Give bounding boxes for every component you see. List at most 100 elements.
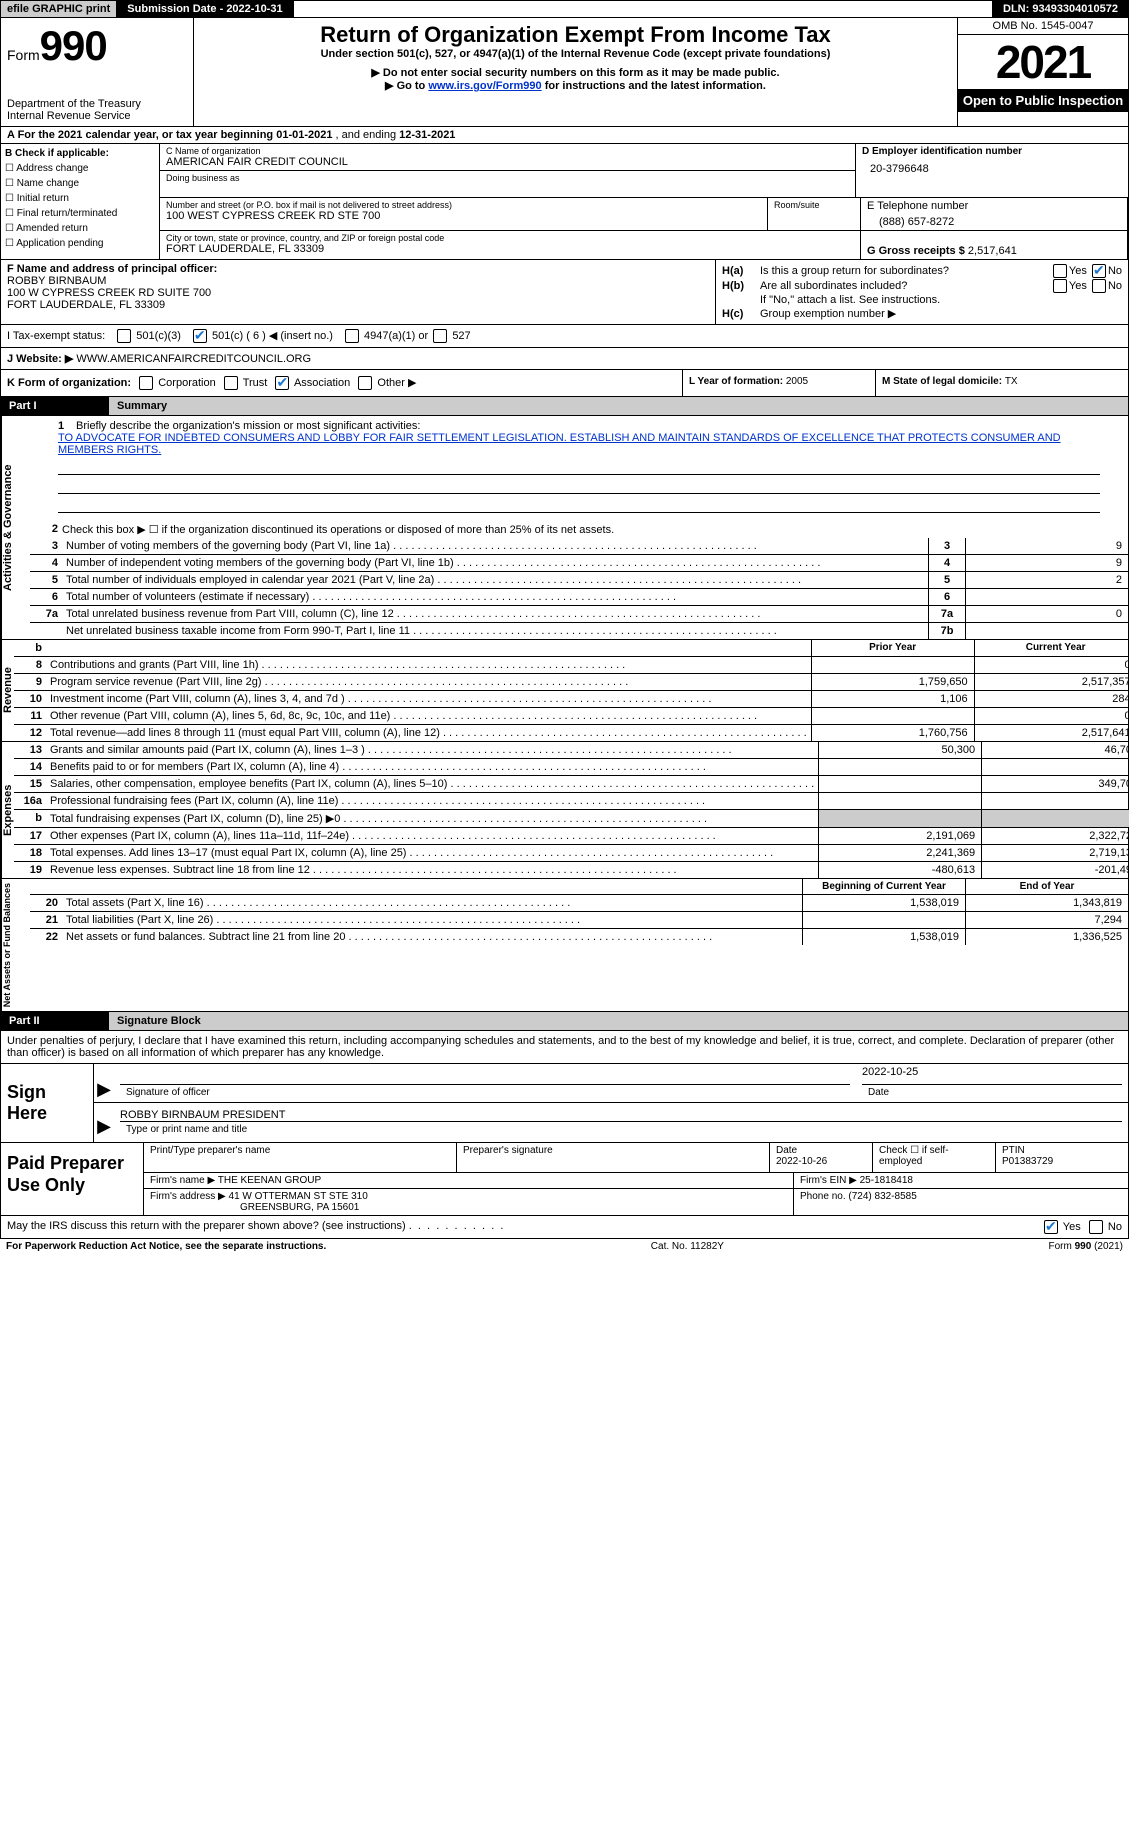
discuss-yes[interactable]	[1044, 1220, 1058, 1234]
dba-label: Doing business as	[166, 173, 849, 183]
officer-signed-name: ROBBY BIRNBAUM PRESIDENT	[120, 1105, 1122, 1122]
year-formation: 2005	[786, 376, 808, 387]
summary-line: bTotal fundraising expenses (Part IX, co…	[14, 810, 1129, 828]
prep-sig-label: Preparer's signature	[463, 1145, 763, 1156]
part1-header: Part I Summary	[0, 397, 1129, 416]
ein-label: D Employer identification number	[862, 146, 1122, 157]
summary-line: 13Grants and similar amounts paid (Part …	[14, 742, 1129, 759]
firm-ein: 25-1818418	[860, 1175, 913, 1186]
chk-assoc[interactable]	[275, 376, 289, 390]
chk-final-return[interactable]: ☐ Final return/terminated	[5, 206, 155, 221]
hb-no[interactable]	[1092, 279, 1106, 293]
summary-line: 4Number of independent voting members of…	[30, 555, 1128, 572]
summary-line: 16aProfessional fundraising fees (Part I…	[14, 793, 1129, 810]
officer-addr2: FORT LAUDERDALE, FL 33309	[7, 299, 709, 311]
hc-text: Group exemption number ▶	[760, 307, 1122, 320]
irs-label: Internal Revenue Service	[7, 110, 187, 122]
line2-checkbox: 2 Check this box ▶ ☐ if the organization…	[30, 517, 1128, 538]
row-discuss: May the IRS discuss this return with the…	[0, 1216, 1129, 1239]
officer-label: F Name and address of principal officer:	[7, 263, 709, 275]
chk-501c[interactable]	[193, 329, 207, 343]
summary-line: 21Total liabilities (Part X, line 26)7,2…	[30, 912, 1128, 929]
summary-line: 6Total number of volunteers (estimate if…	[30, 589, 1128, 606]
hb-yes[interactable]	[1053, 279, 1067, 293]
tab-revenue: Revenue	[1, 640, 14, 741]
tab-expenses: Expenses	[1, 742, 14, 878]
form-title: Return of Organization Exempt From Incom…	[200, 22, 951, 48]
discuss-no[interactable]	[1089, 1220, 1103, 1234]
chk-4947[interactable]	[345, 329, 359, 343]
summary-line: 17Other expenses (Part IX, column (A), l…	[14, 828, 1129, 845]
summary-line: 18Total expenses. Add lines 13–17 (must …	[14, 845, 1129, 862]
form-number: Form990	[7, 22, 187, 70]
chk-other[interactable]	[358, 376, 372, 390]
tab-netassets: Net Assets or Fund Balances	[1, 879, 30, 1011]
gross-receipts-value: 2,517,641	[968, 245, 1017, 257]
sig-officer-label: Signature of officer	[120, 1085, 850, 1100]
summary-line: 15Salaries, other compensation, employee…	[14, 776, 1129, 793]
dln: DLN: 93493304010572	[992, 1, 1128, 17]
prep-self-employed[interactable]: Check ☐ if self-employed	[873, 1143, 996, 1172]
summary-line: 10Investment income (Part VIII, column (…	[14, 691, 1129, 708]
mission-text[interactable]: TO ADVOCATE FOR INDEBTED CONSUMERS AND L…	[58, 432, 1061, 456]
open-to-public: Open to Public Inspection	[958, 90, 1128, 112]
firm-phone: (724) 832-8585	[848, 1191, 916, 1202]
chk-trust[interactable]	[224, 376, 238, 390]
summary-line: 11Other revenue (Part VIII, column (A), …	[14, 708, 1129, 725]
chk-527[interactable]	[433, 329, 447, 343]
irs-link[interactable]: www.irs.gov/Form990	[428, 80, 541, 92]
mission-block: 1Briefly describe the organization's mis…	[30, 416, 1128, 517]
sign-date: 2022-10-25	[862, 1066, 1122, 1085]
chk-application-pending[interactable]: ☐ Application pending	[5, 236, 155, 251]
note-ssn: ▶ Do not enter social security numbers o…	[200, 66, 951, 79]
chk-name-change[interactable]: ☐ Name change	[5, 176, 155, 191]
section-b-checkboxes: B Check if applicable: ☐ Address change …	[1, 144, 160, 259]
summary-line: 19Revenue less expenses. Subtract line 1…	[14, 862, 1129, 878]
hb-text: Are all subordinates included?	[760, 280, 1051, 292]
tab-activities: Activities & Governance	[1, 416, 30, 639]
sig-name-label: Type or print name and title	[120, 1122, 1122, 1137]
prep-date: 2022-10-26	[776, 1156, 827, 1167]
page-footer: For Paperwork Reduction Act Notice, see …	[0, 1239, 1129, 1254]
room-label: Room/suite	[774, 200, 854, 210]
summary-line: 3Number of voting members of the governi…	[30, 538, 1128, 555]
sig-date-label: Date	[862, 1085, 1122, 1100]
summary-line: Net unrelated business taxable income fr…	[30, 623, 1128, 639]
dept-treasury: Department of the Treasury	[7, 98, 187, 110]
officer-name: ROBBY BIRNBAUM	[7, 275, 709, 287]
topbar: efile GRAPHIC print Submission Date - 20…	[0, 0, 1129, 18]
phone-value: (888) 657-8272	[867, 212, 1121, 228]
arrow-icon: ▶	[94, 1116, 114, 1137]
ptin-value: P01383729	[1002, 1156, 1053, 1167]
col-headers-revenue: b Prior Year Current Year	[14, 640, 1129, 657]
paid-preparer-block: Paid Preparer Use Only Print/Type prepar…	[0, 1143, 1129, 1216]
chk-501c3[interactable]	[117, 329, 131, 343]
chk-address-change[interactable]: ☐ Address change	[5, 161, 155, 176]
chk-initial-return[interactable]: ☐ Initial return	[5, 191, 155, 206]
state-domicile: TX	[1005, 376, 1018, 387]
hb-note: If "No," attach a list. See instructions…	[760, 294, 1122, 306]
ha-no[interactable]	[1092, 264, 1106, 278]
phone-label: E Telephone number	[867, 200, 1121, 212]
sign-here-block: Sign Here ▶ Signature of officer 2022-10…	[0, 1064, 1129, 1143]
summary-line: 7aTotal unrelated business revenue from …	[30, 606, 1128, 623]
ha-text: Is this a group return for subordinates?	[760, 265, 1051, 277]
prep-print-label: Print/Type preparer's name	[150, 1145, 450, 1156]
block-fh: F Name and address of principal officer:…	[0, 260, 1129, 325]
chk-corp[interactable]	[139, 376, 153, 390]
row-i-tax-exempt: I Tax-exempt status: 501(c)(3) 501(c) ( …	[0, 325, 1129, 348]
chk-amended-return[interactable]: ☐ Amended return	[5, 221, 155, 236]
block-bcdeg: B Check if applicable: ☐ Address change …	[0, 144, 1129, 260]
row-j-website: J Website: ▶ WWW.AMERICANFAIRCREDITCOUNC…	[0, 348, 1129, 370]
officer-addr1: 100 W CYPRESS CREEK RD SUITE 700	[7, 287, 709, 299]
summary-line: 5Total number of individuals employed in…	[30, 572, 1128, 589]
efile-print[interactable]: efile GRAPHIC print	[1, 1, 117, 17]
firm-addr1: 41 W OTTERMAN ST STE 310	[229, 1191, 368, 1202]
form-header: Form990 Department of the Treasury Inter…	[0, 18, 1129, 127]
website-value: WWW.AMERICANFAIRCREDITCOUNCIL.ORG	[76, 353, 311, 365]
ha-yes[interactable]	[1053, 264, 1067, 278]
ein-value: 20-3796648	[862, 157, 1122, 175]
summary-line: 12Total revenue—add lines 8 through 11 (…	[14, 725, 1129, 741]
form-subtitle: Under section 501(c), 527, or 4947(a)(1)…	[200, 48, 951, 60]
addr-value: 100 WEST CYPRESS CREEK RD STE 700	[166, 210, 761, 222]
